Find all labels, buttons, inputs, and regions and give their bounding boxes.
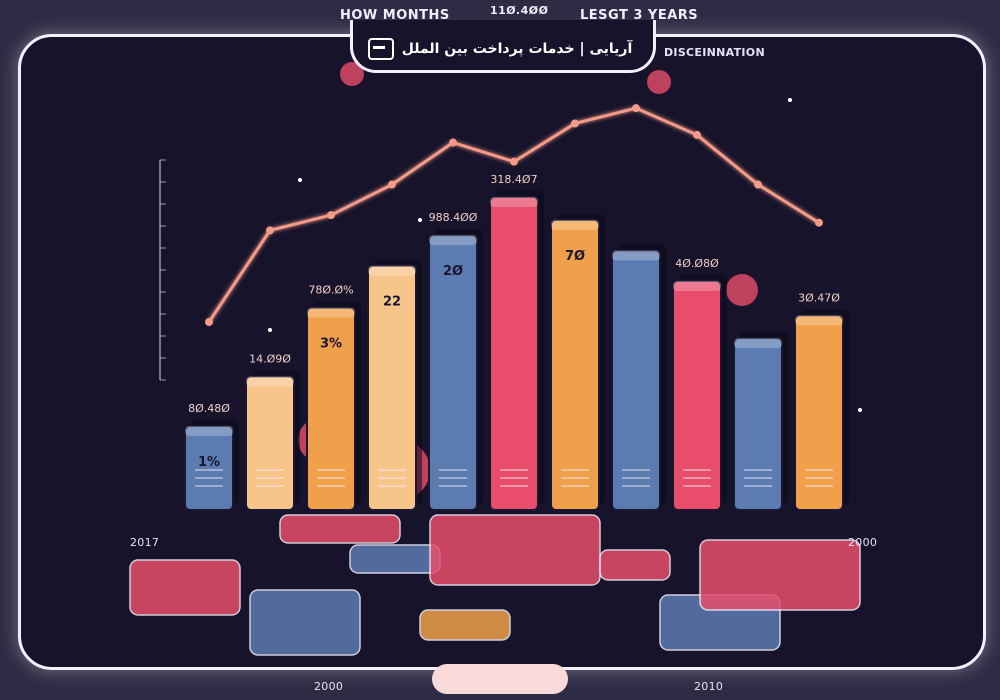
device-shape-2 bbox=[279, 514, 401, 544]
bar-inner-label-5: 2Ø bbox=[443, 264, 463, 279]
device-shape-3 bbox=[349, 544, 441, 574]
bar-top-9 bbox=[673, 280, 721, 291]
labels-layer: 8Ø.48Ø 1% 14.Ø9Ø 78Ø.Ø% 3% 22 988.4ØØ 2Ø 318.4Ø7… bbox=[188, 173, 840, 470]
device-shape-0 bbox=[129, 559, 241, 616]
decor-circle-3 bbox=[340, 62, 364, 86]
x-axis-start-label: 2017 bbox=[130, 536, 160, 549]
trend-layer bbox=[205, 104, 823, 326]
star-1 bbox=[418, 218, 422, 222]
bar-value-label-2: 14.Ø9Ø bbox=[249, 352, 291, 365]
trend-point-7 bbox=[571, 119, 579, 128]
bar-6 bbox=[489, 195, 539, 511]
x-axis-end-label: 2000 bbox=[848, 536, 878, 549]
device-shape-7 bbox=[699, 539, 861, 611]
header-label-right-side: DISCEINNATION bbox=[664, 46, 765, 59]
bar-3 bbox=[306, 306, 356, 511]
trend-point-5 bbox=[449, 138, 457, 147]
trend-point-8 bbox=[632, 104, 640, 113]
bar-8 bbox=[611, 249, 661, 511]
brand-header[interactable]: آریایی | خدمات پرداخت بین الملل bbox=[360, 36, 640, 62]
bar-7 bbox=[550, 218, 600, 511]
bar-top-10 bbox=[734, 338, 782, 349]
bottom-handle bbox=[432, 664, 568, 694]
bar-top-8 bbox=[612, 250, 660, 261]
bar-4 bbox=[367, 264, 417, 511]
bar-value-label-6: 318.4Ø7 bbox=[490, 173, 537, 186]
bottom-left-label: 2000 bbox=[314, 680, 344, 693]
bar-1 bbox=[184, 425, 234, 511]
decor-circle-4 bbox=[647, 70, 671, 94]
device-shape-1 bbox=[249, 589, 361, 656]
bar-9 bbox=[672, 279, 722, 511]
bar-5 bbox=[428, 234, 478, 511]
bar-2 bbox=[245, 375, 295, 512]
header-label-center: 11Ø.4ØØ bbox=[490, 4, 549, 17]
star-0 bbox=[298, 178, 302, 182]
bar-10 bbox=[733, 337, 783, 511]
device-shape-8 bbox=[419, 609, 511, 641]
bar-11 bbox=[794, 314, 844, 512]
trend-point-6 bbox=[510, 157, 518, 166]
bar-value-label-3: 78Ø.Ø% bbox=[308, 284, 353, 297]
bar-inner-label-4: 22 bbox=[383, 295, 401, 310]
bar-inner-label-7: 7Ø bbox=[565, 249, 585, 264]
header-label-right: LESGT 3 YEARS bbox=[580, 8, 699, 23]
bar-top-6 bbox=[490, 196, 538, 207]
device-shape-4 bbox=[429, 514, 601, 586]
bar-inner-label-1: 1% bbox=[198, 455, 220, 470]
bar-top-2 bbox=[246, 376, 294, 387]
decor-circle-2 bbox=[726, 274, 758, 306]
card-icon bbox=[367, 38, 394, 60]
header-label-left: HOW MONTHS bbox=[340, 8, 450, 23]
brand-tab bbox=[350, 20, 656, 73]
trend-point-4 bbox=[388, 180, 396, 189]
trend-point-10 bbox=[754, 180, 762, 189]
trend-point-1 bbox=[205, 318, 213, 326]
bar-value-label-1: 8Ø.48Ø bbox=[188, 402, 230, 415]
brand-name: آریایی | خدمات پرداخت بین الملل bbox=[401, 41, 633, 57]
trend-point-3 bbox=[327, 211, 335, 220]
bar-value-label-5: 988.4ØØ bbox=[429, 211, 478, 224]
star-2 bbox=[788, 98, 792, 102]
trend-point-9 bbox=[693, 130, 701, 139]
trend-point-2 bbox=[266, 226, 274, 235]
bar-top-4 bbox=[368, 265, 416, 276]
bottom-right-label: 2010 bbox=[694, 680, 724, 693]
bar-top-11 bbox=[795, 315, 843, 326]
bar-top-7 bbox=[551, 219, 599, 230]
bar-value-label-9: 4Ø.Ø8Ø bbox=[675, 257, 719, 270]
bar-inner-label-3: 3% bbox=[320, 337, 342, 352]
bars-layer bbox=[184, 190, 849, 512]
bar-top-5 bbox=[429, 235, 477, 246]
star-5 bbox=[268, 328, 272, 332]
bar-top-3 bbox=[307, 307, 355, 318]
star-3 bbox=[858, 408, 862, 412]
bar-top-1 bbox=[185, 426, 233, 436]
device-shape-5 bbox=[599, 549, 671, 581]
bar-value-label-11: 3Ø.47Ø bbox=[798, 291, 840, 304]
trend-point-11 bbox=[815, 218, 823, 227]
